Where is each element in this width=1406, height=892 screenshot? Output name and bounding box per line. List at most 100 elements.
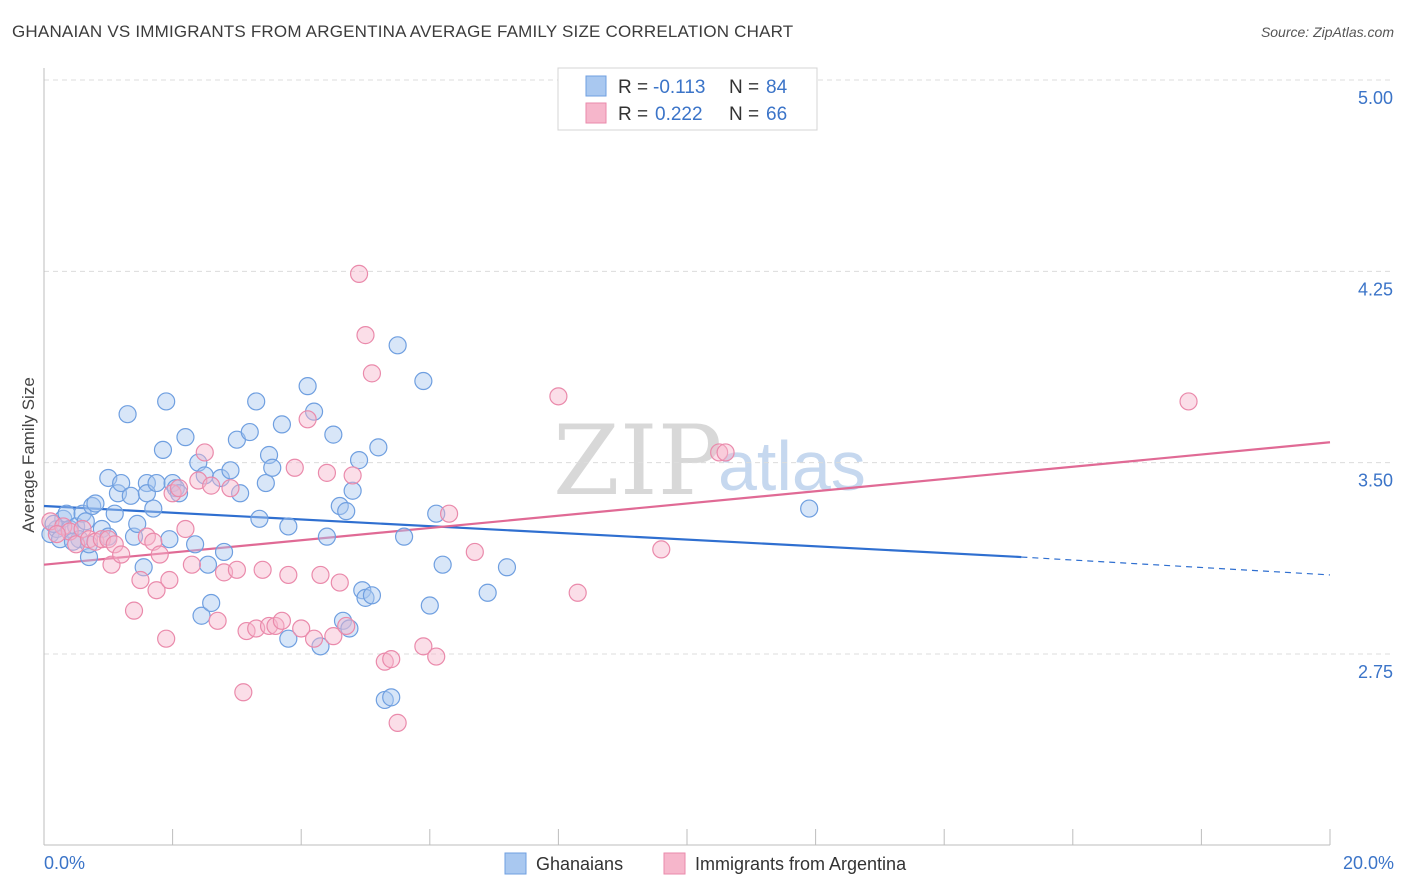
ghanaian-point (105, 504, 124, 523)
ghanaian-point (147, 473, 166, 493)
argentina-point (150, 545, 169, 564)
argentina-point (330, 573, 349, 592)
argentina-point (202, 476, 221, 495)
argentina-point (47, 524, 66, 544)
legend: R = -0.113 N = 84 R = 0.222 N = 66 (557, 67, 818, 131)
argentina-point (105, 535, 124, 554)
argentina-point (253, 560, 272, 579)
ghanaian-point (202, 593, 221, 613)
argentina-point (279, 565, 298, 585)
argentina-point (227, 560, 246, 579)
ghanaian-point (388, 336, 407, 355)
bottom-legend: Ghanaians Immigrants from Argentina (504, 852, 907, 875)
ghanaian-point (362, 586, 382, 605)
ghanaian-point (231, 484, 250, 503)
watermark-zip: ZIP (553, 405, 722, 517)
ghanaian-point (298, 377, 317, 396)
argentina-point (414, 637, 433, 656)
argentina-point (1179, 392, 1198, 411)
ghanaian-point (250, 509, 269, 528)
legend-r-value-1: -0.113 (653, 77, 705, 98)
legend-n-label-1: N = (729, 77, 759, 98)
ghanaian-point (221, 461, 240, 480)
ghanaian-point (240, 422, 259, 442)
bottom-legend-label-ghanaians[interactable]: Ghanaians (536, 854, 623, 874)
argentina-point (157, 629, 176, 648)
ghanaian-point (169, 484, 189, 503)
ghanaian-point (324, 425, 343, 444)
argentina-point (272, 611, 292, 630)
ghanaian-point (247, 392, 266, 411)
argentina-point (160, 570, 179, 590)
ghanaian-point (279, 629, 298, 648)
ghanaian-point (144, 499, 163, 518)
ghanaian-point (83, 496, 102, 516)
ghanaian-point (160, 530, 179, 549)
ghanaian-point (121, 486, 140, 505)
ghanaian-point (272, 415, 292, 434)
argentina-point (710, 443, 729, 462)
ghanaian-point (420, 596, 439, 615)
ghanaian-point (317, 527, 337, 546)
legend-swatch-ghanaians (585, 75, 607, 97)
argentina-point (73, 519, 92, 539)
argentina-point (716, 443, 735, 462)
argentina-trend-line (43, 441, 1331, 566)
legend-n-value-2: 66 (766, 104, 787, 125)
x-tick-label: 20.0% (1343, 853, 1394, 873)
bottom-legend-label-argentina[interactable]: Immigrants from Argentina (695, 854, 907, 874)
argentina-point (304, 629, 324, 648)
ghanaian-point (382, 688, 401, 707)
ghanaian-point (112, 473, 131, 493)
bottom-legend-swatch-argentina[interactable] (663, 852, 686, 875)
argentina-point (324, 627, 343, 646)
y-tick-label: 4.25 (1358, 279, 1393, 299)
legend-r-label-2: R = (618, 104, 648, 125)
argentina-point (343, 466, 362, 485)
ghanaian-point (128, 514, 147, 533)
ghanaian-point (497, 558, 517, 577)
argentina-point (337, 616, 356, 636)
y-tick-label: 2.75 (1358, 662, 1393, 682)
argentina-point (292, 619, 311, 638)
ghanaian-point (414, 371, 433, 391)
trend-lines (43, 441, 1331, 576)
tick-labels: 2.75 3.50 4.25 5.00 0.0% 20.0% (44, 88, 1394, 873)
argentina-point (221, 479, 240, 498)
argentina-point (208, 611, 227, 630)
argentina-point (568, 583, 587, 602)
watermark-atlas: atlas (718, 427, 866, 505)
x-tick-label: 0.0% (44, 853, 85, 873)
chart-source: Source: ZipAtlas.com (1260, 24, 1394, 40)
argentina-point (388, 713, 407, 732)
y-axis-title: Average Family Size (19, 377, 38, 533)
ghanaian-point (427, 504, 446, 523)
ghanaian-point (214, 542, 234, 562)
argentina-point (285, 458, 304, 477)
argentina-point (311, 565, 330, 585)
bottom-legend-swatch-ghanaians[interactable] (504, 852, 527, 875)
legend-swatch-argentina (585, 102, 607, 124)
argentina-point (427, 647, 446, 666)
ghanaian-point (256, 473, 275, 493)
legend-r-value-2: 0.222 (655, 104, 703, 125)
axes (43, 68, 1331, 846)
argentina-point (182, 555, 201, 574)
argentina-point (362, 364, 382, 383)
argentina-point (439, 504, 459, 523)
ghanaian-point (349, 451, 369, 470)
ghanaian-point (86, 494, 105, 513)
legend-n-label-2: N = (729, 104, 759, 125)
argentina-point (356, 326, 375, 345)
argentina-point (112, 545, 131, 564)
argentina-point (349, 264, 369, 283)
argentina-point (176, 519, 195, 539)
argentina-point (195, 443, 214, 462)
ghanaian-point (433, 555, 452, 574)
ghanaian-point (79, 547, 99, 567)
ghanaian-point (343, 481, 362, 500)
ghanaian-point (157, 392, 176, 411)
ghanaian-point (118, 405, 137, 424)
argentina-point (147, 581, 166, 600)
